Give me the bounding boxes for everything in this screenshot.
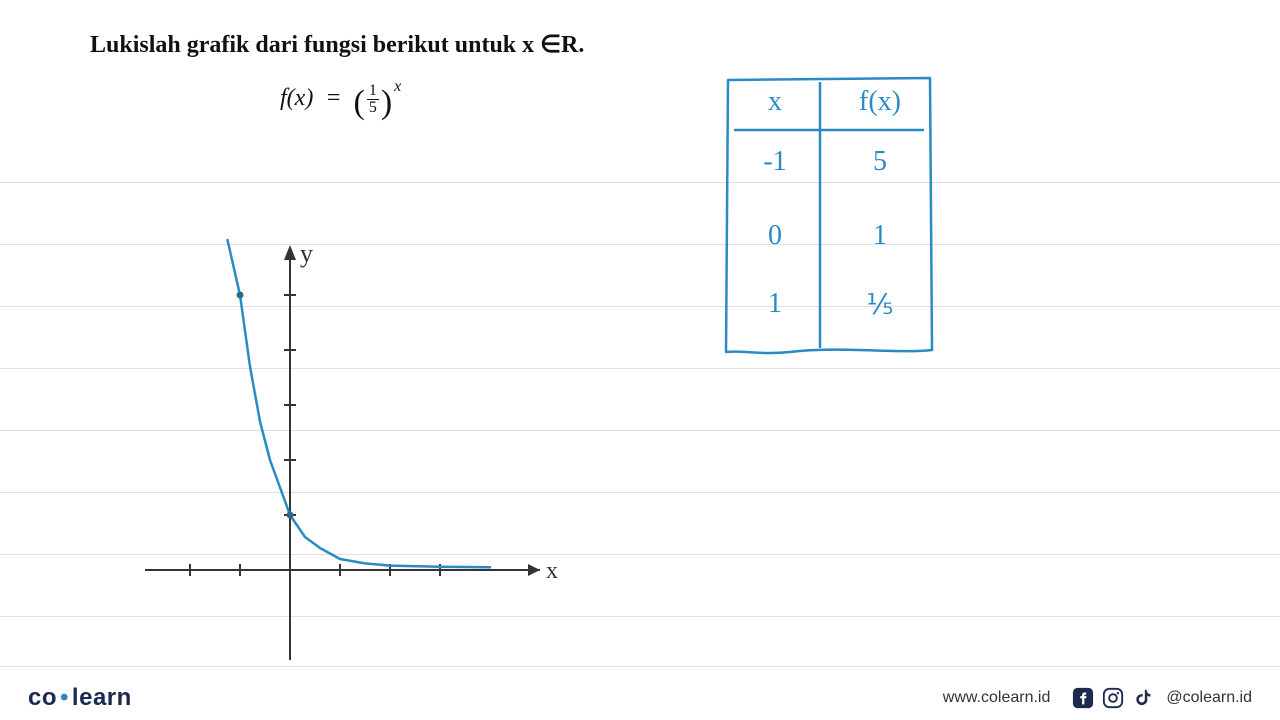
fraction-den: 5 (367, 100, 379, 116)
logo-learn: learn (72, 684, 132, 711)
fraction-num: 1 (367, 83, 379, 100)
svg-text:x: x (546, 558, 558, 584)
logo: co•learn (28, 684, 132, 712)
table-cell: 0 (730, 220, 820, 252)
graph-svg: xy (140, 230, 560, 670)
table-cell: 5 (830, 146, 930, 178)
footer: co•learn www.colearn.id @colearn.id (0, 676, 1280, 720)
graph: xy (140, 230, 560, 670)
facebook-icon (1072, 687, 1094, 709)
question-prompt: Lukislah grafik dari fungsi berikut untu… (90, 30, 584, 59)
logo-dot: • (57, 684, 72, 711)
table-cell: f(x) (830, 86, 930, 118)
table-cell: -1 (730, 146, 820, 178)
table-cell: 1 (830, 220, 930, 252)
table-cell: x (730, 86, 820, 118)
exponent: x (394, 78, 401, 95)
formula: f(x) = (15)x (280, 78, 401, 122)
page: Lukislah grafik dari fungsi berikut untu… (0, 0, 1280, 720)
social-icons: @colearn.id (1072, 687, 1252, 709)
footer-url: www.colearn.id (943, 689, 1051, 707)
formula-lhs: f(x) (280, 85, 313, 111)
r-paren: ) (381, 84, 392, 121)
instagram-icon (1102, 687, 1124, 709)
table-cell: ⅕ (830, 288, 930, 322)
table-cell: 1 (730, 288, 820, 320)
logo-co: co (28, 684, 57, 711)
svg-text:y: y (300, 239, 313, 268)
value-table: xf(x)-15011⅕ (720, 72, 940, 362)
social-handle: @colearn.id (1166, 689, 1252, 707)
l-paren: ( (354, 84, 365, 121)
ruled-line (0, 182, 1280, 183)
tiktok-icon (1132, 687, 1154, 709)
formula-eq: = (325, 85, 341, 111)
fraction: 15 (367, 83, 379, 116)
